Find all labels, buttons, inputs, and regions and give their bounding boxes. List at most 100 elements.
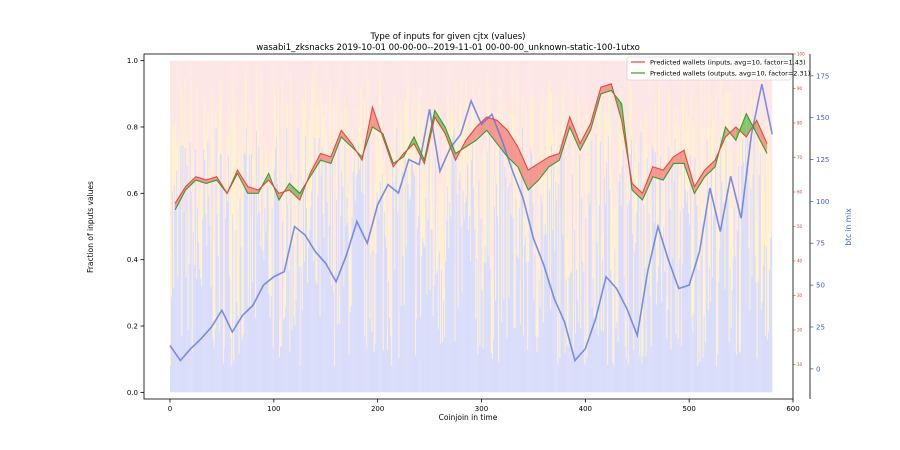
bar-pink [491, 60, 493, 134]
bar-pink [181, 60, 183, 210]
bar-blue [659, 169, 661, 393]
bar-pink [375, 60, 377, 114]
bar-blue [256, 130, 258, 393]
bar-pink [712, 60, 714, 101]
bar-yellow [617, 335, 619, 342]
bar-yellow [188, 209, 190, 264]
bar-blue [415, 355, 417, 393]
bar-yellow [712, 100, 714, 277]
bar-pink [612, 60, 614, 211]
bar-yellow [240, 241, 242, 247]
bar-blue [254, 192, 256, 393]
bar-blue [653, 222, 655, 393]
bar-pink [689, 60, 691, 199]
bar-yellow [640, 118, 642, 132]
bar-yellow [645, 134, 647, 357]
bar-blue [381, 174, 383, 393]
bar-pink [482, 60, 484, 253]
bar-yellow [180, 83, 182, 146]
bar-pink [285, 60, 287, 207]
bar-pink [363, 60, 365, 176]
bar-yellow [174, 124, 176, 186]
bar-yellow [308, 164, 310, 248]
bar-pink [407, 60, 409, 77]
bar-pink [286, 60, 288, 103]
bar-yellow [377, 150, 379, 199]
bar-blue [238, 353, 240, 393]
bar-blue [635, 242, 637, 393]
bar-blue [596, 242, 598, 393]
bar-yellow [513, 113, 515, 328]
bar-yellow [762, 140, 764, 266]
bar-blue [565, 279, 567, 393]
bar-blue [756, 358, 758, 393]
bar-pink [616, 60, 618, 198]
bar-blue [651, 144, 653, 393]
bar-blue [482, 348, 484, 393]
bar-yellow [720, 74, 722, 137]
bar-yellow [321, 84, 323, 148]
right-axis-label: btc in mix [844, 208, 853, 246]
bar-yellow [342, 171, 344, 187]
bar-pink [365, 60, 367, 134]
right-tick-label-blue: 100 [816, 198, 829, 206]
bar-yellow [483, 147, 485, 263]
bar-blue [258, 146, 260, 393]
bar-pink [376, 60, 378, 132]
bar-blue [215, 127, 217, 393]
right-tick-label-blue: 125 [816, 156, 829, 164]
bar-yellow [543, 171, 545, 236]
bar-yellow [631, 87, 633, 141]
bar-yellow [389, 169, 391, 319]
bar-yellow [562, 99, 564, 236]
bar-yellow [450, 113, 452, 217]
bar-pink [444, 60, 446, 287]
bar-yellow [592, 214, 594, 279]
bar-yellow [244, 81, 246, 155]
bar-yellow [600, 236, 602, 331]
bar-yellow [767, 133, 769, 340]
bar-blue [694, 157, 696, 393]
bar-pink [222, 60, 224, 296]
bar-pink [458, 60, 460, 161]
bar-yellow [329, 84, 331, 152]
bar-pink [768, 60, 770, 111]
bar-blue [584, 364, 586, 393]
x-tick-label: 100 [267, 405, 280, 413]
bar-blue [345, 225, 347, 393]
bar-yellow [432, 288, 434, 316]
bar-yellow [351, 128, 353, 218]
bar-blue [395, 175, 397, 393]
bar-pink [543, 60, 545, 172]
bar-yellow [325, 133, 327, 158]
bar-pink [394, 60, 396, 99]
bar-blue [622, 149, 624, 393]
bar-yellow [650, 201, 652, 347]
bar-yellow [457, 189, 459, 309]
bar-pink [205, 60, 207, 143]
bar-blue [582, 261, 584, 393]
bar-yellow [635, 145, 637, 243]
bar-blue [462, 190, 464, 393]
bar-blue [302, 180, 304, 393]
bar-pink [190, 60, 192, 89]
bar-pink [538, 60, 540, 151]
bar-blue [367, 141, 369, 393]
bar-blue [442, 342, 444, 393]
bar-blue [473, 188, 475, 393]
bar-blue [169, 365, 171, 393]
bar-yellow [459, 103, 461, 172]
bar-blue [403, 305, 405, 393]
bar-blue [392, 158, 394, 393]
bar-pink [377, 60, 379, 151]
bar-blue [209, 225, 211, 393]
bar-yellow [564, 154, 566, 353]
bar-yellow [489, 151, 491, 270]
bar-pink [240, 60, 242, 242]
bar-pink [453, 60, 455, 126]
bar-blue [174, 185, 176, 393]
bar-pink [229, 60, 231, 103]
bar-pink [542, 60, 544, 258]
bar-yellow [759, 143, 761, 154]
bar-pink [203, 60, 205, 113]
